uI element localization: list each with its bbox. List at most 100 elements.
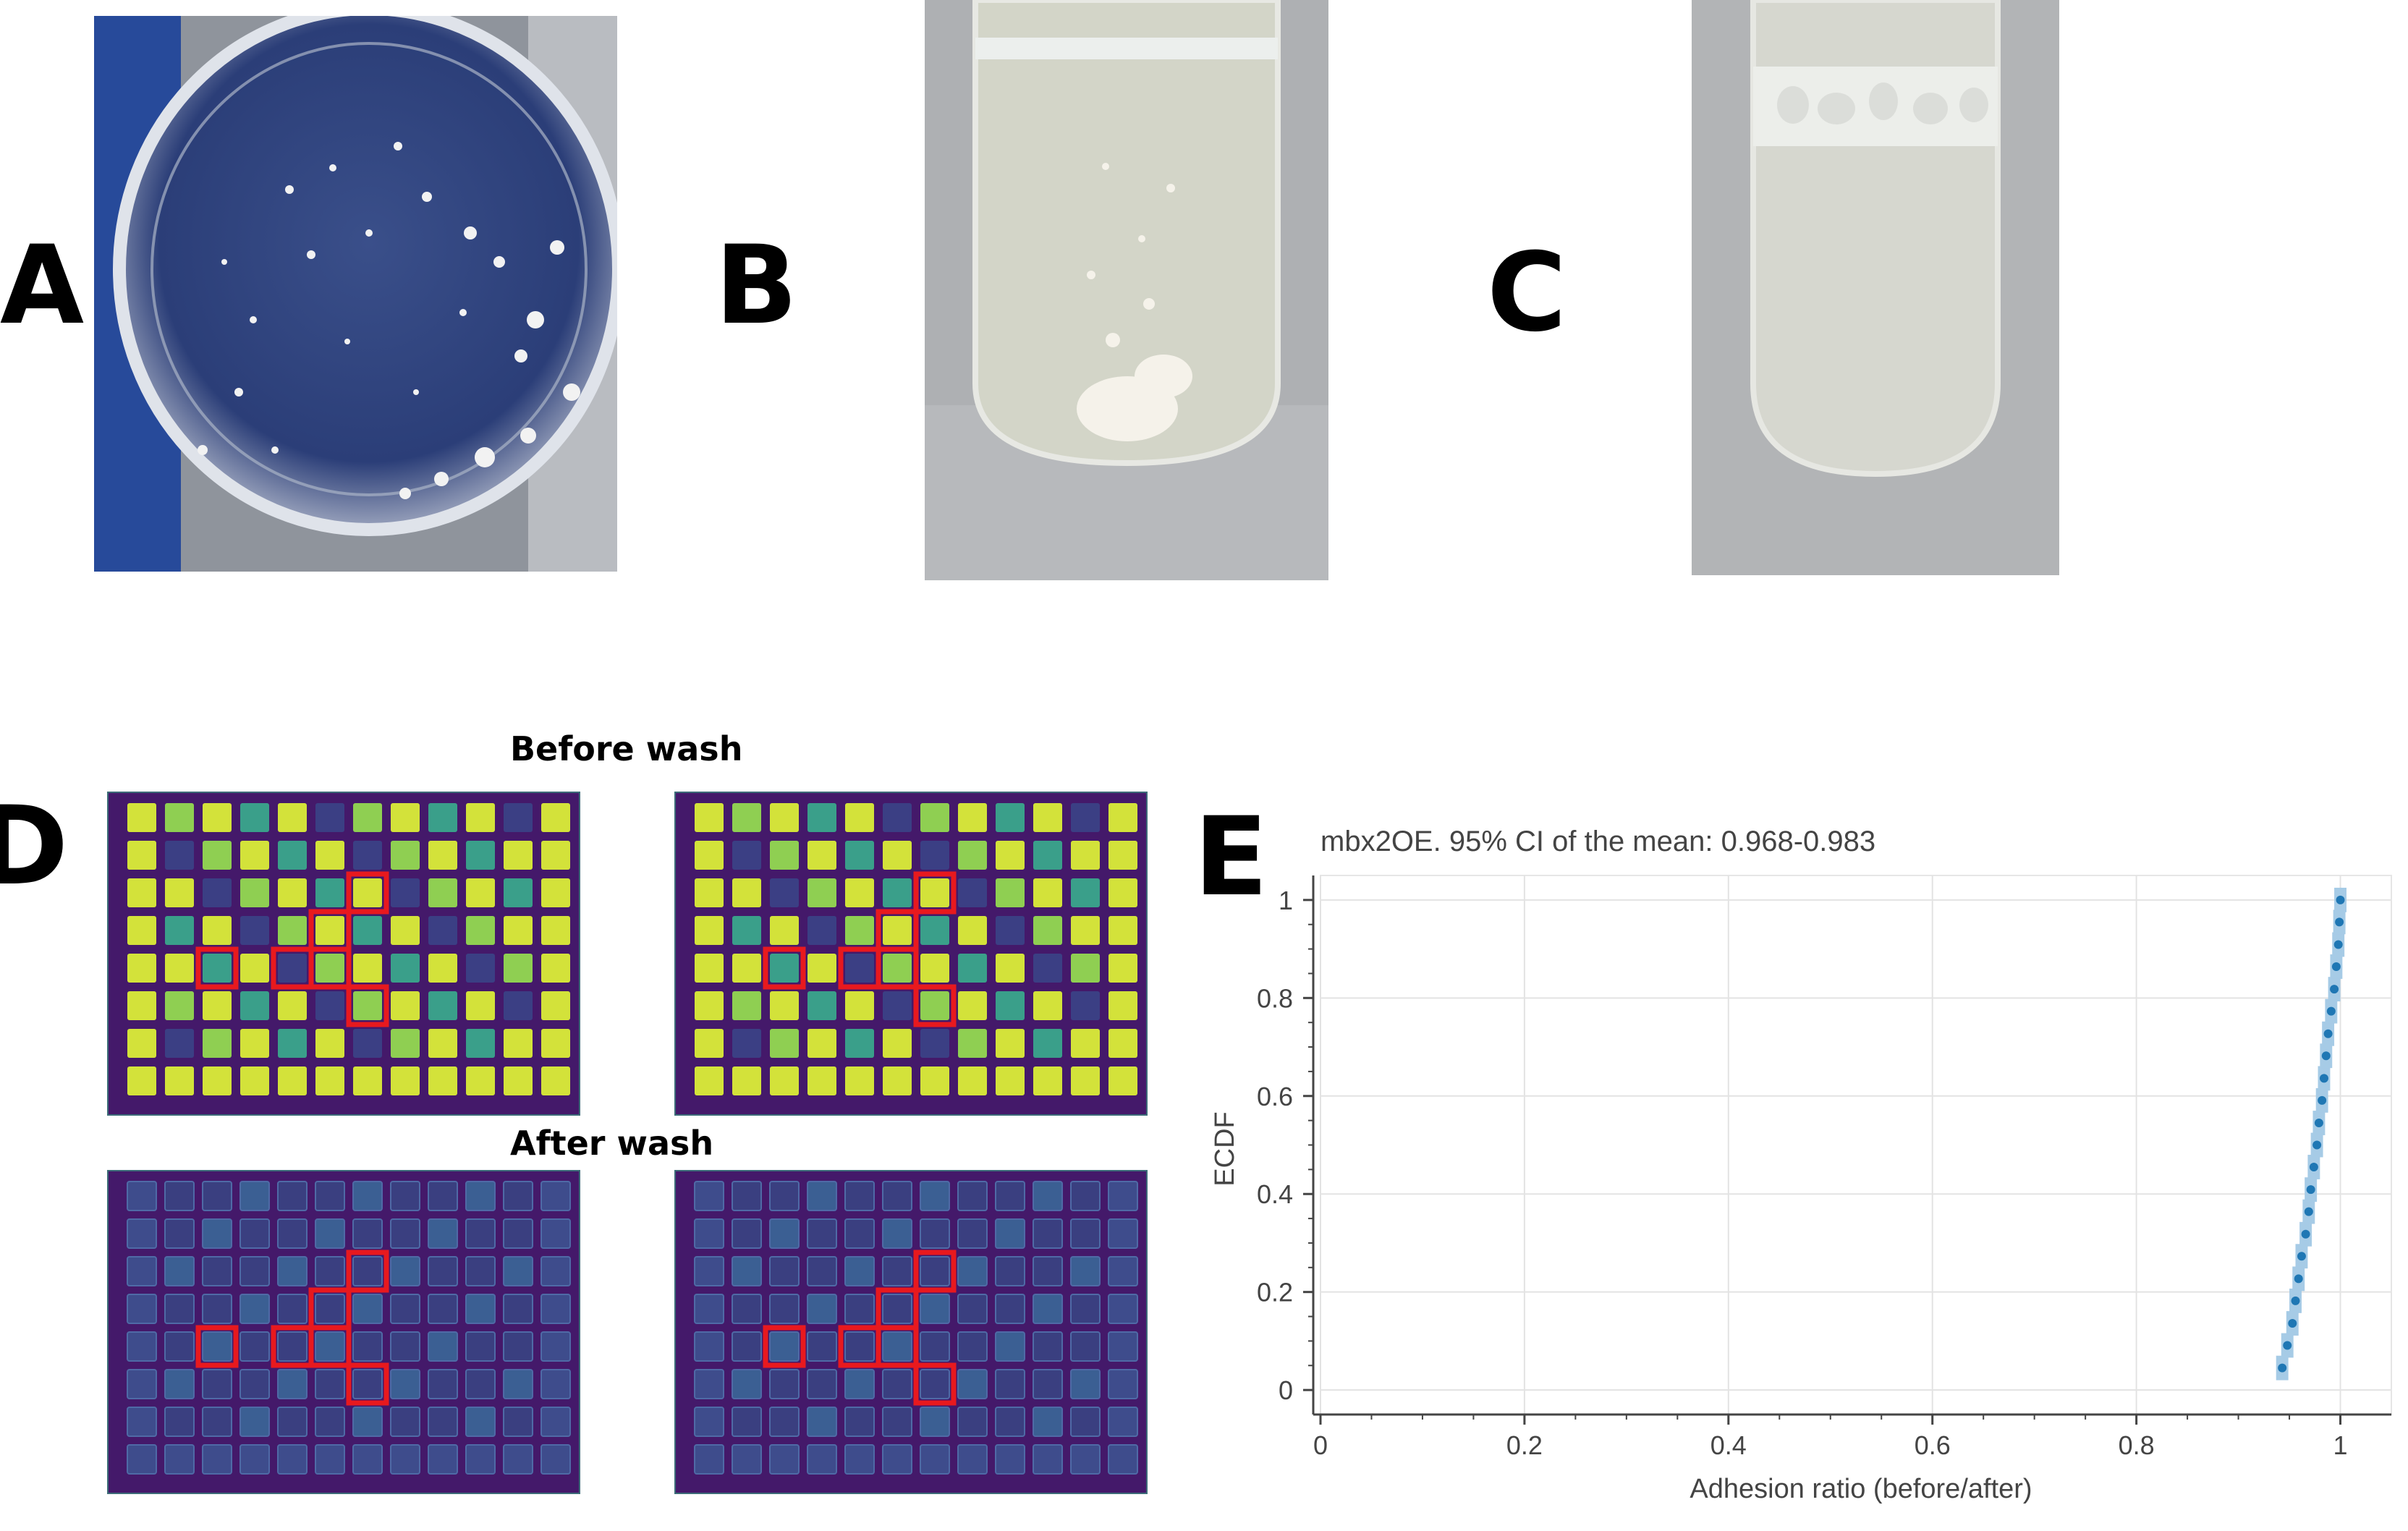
y-tick-label: 0.8	[1257, 983, 1293, 1013]
plate-well	[732, 841, 761, 870]
plate-well	[541, 991, 570, 1020]
plate-well	[465, 1256, 496, 1286]
plate-well	[769, 1181, 800, 1211]
plate-well	[240, 991, 269, 1020]
data-point	[2323, 1029, 2333, 1038]
ecdf-chart: mbx2OE. 95% CI of the mean: 0.968-0.983 …	[1210, 826, 2392, 1504]
plate-well	[920, 1218, 950, 1249]
plate-well	[315, 1181, 345, 1211]
plate-well	[920, 991, 949, 1020]
plate-well	[996, 878, 1025, 907]
plate-well	[1108, 1407, 1138, 1437]
plate-well	[1071, 841, 1100, 870]
plate-well	[127, 1066, 156, 1095]
plate-well	[995, 1256, 1025, 1286]
plate-well	[239, 1181, 270, 1211]
plate-well	[769, 1444, 800, 1475]
plate-well	[695, 916, 724, 945]
plate-well	[541, 954, 570, 983]
plate-well	[996, 1066, 1025, 1095]
plate-well	[353, 1066, 382, 1095]
plate-well	[1033, 841, 1062, 870]
plate-well	[882, 1256, 912, 1286]
plate-well	[958, 1066, 987, 1095]
plate-well	[278, 916, 307, 945]
plate-well	[995, 1294, 1025, 1324]
plate-well	[541, 916, 570, 945]
plate-well	[883, 841, 912, 870]
plate-well	[1108, 1256, 1138, 1286]
plate-well	[165, 878, 194, 907]
plate-well	[240, 1066, 269, 1095]
plate-well	[883, 991, 912, 1020]
plate-well	[203, 991, 232, 1020]
plate-well	[882, 1369, 912, 1399]
plate-well	[503, 1407, 533, 1437]
plate-well	[807, 1066, 836, 1095]
plate-well	[315, 1444, 345, 1475]
plate-well	[1108, 1181, 1138, 1211]
data-point	[2306, 1185, 2315, 1195]
plate-well	[127, 878, 156, 907]
plate-well	[428, 1407, 458, 1437]
plate-well	[694, 1218, 724, 1249]
plate-well	[504, 916, 533, 945]
plate-well	[164, 1294, 195, 1324]
plate-well	[315, 803, 344, 832]
plate-well	[353, 878, 382, 907]
plate-well	[390, 1369, 420, 1399]
plate-after-wash-left	[107, 1170, 580, 1494]
plate-well	[504, 1066, 533, 1095]
plate-well	[958, 991, 987, 1020]
plate-well	[844, 1218, 875, 1249]
after-wash-heading: After wash	[510, 1124, 714, 1163]
plate-well	[882, 1181, 912, 1211]
data-point	[2335, 917, 2344, 927]
plate-well	[957, 1369, 988, 1399]
plate-well	[732, 954, 761, 983]
plate-well	[504, 1029, 533, 1058]
plate-well	[1108, 803, 1137, 832]
plate-well	[315, 1218, 345, 1249]
plate-well	[694, 1256, 724, 1286]
plate-well	[844, 1181, 875, 1211]
plate-well	[920, 1029, 949, 1058]
plate-well	[995, 1331, 1025, 1362]
data-point	[2309, 1162, 2318, 1171]
plate-well	[127, 991, 156, 1020]
plate-well	[996, 954, 1025, 983]
plate-well	[1033, 1218, 1063, 1249]
plate-well	[465, 1444, 496, 1475]
plate-well	[920, 1369, 950, 1399]
highlighted-well-box	[913, 984, 957, 1027]
plate-well	[995, 1369, 1025, 1399]
plate-well	[540, 1218, 571, 1249]
data-point	[2294, 1274, 2303, 1284]
data-point	[2291, 1296, 2300, 1305]
y-tick-label: 0.2	[1257, 1278, 1293, 1307]
plate-well	[164, 1181, 195, 1211]
plate-well	[694, 1407, 724, 1437]
plate-well	[428, 1181, 458, 1211]
data-point	[2326, 1006, 2336, 1016]
plate-well	[1071, 878, 1100, 907]
plate-well	[503, 1331, 533, 1362]
plate-well	[390, 1218, 420, 1249]
plate-well	[466, 1029, 495, 1058]
highlighted-well-box	[346, 1250, 389, 1293]
data-points	[2278, 895, 2345, 1373]
plate-well	[695, 991, 724, 1020]
plate-well	[315, 1331, 345, 1362]
plate-well	[920, 841, 949, 870]
data-point	[2321, 1051, 2331, 1061]
plate-well	[1033, 1029, 1062, 1058]
plate-well	[315, 1294, 345, 1324]
plate-well	[127, 1218, 157, 1249]
plate-well	[390, 1407, 420, 1437]
plate-well	[278, 1029, 307, 1058]
highlighted-well-box	[308, 946, 352, 990]
plate-well	[694, 1181, 724, 1211]
plate-well	[353, 916, 382, 945]
plate-well	[694, 1294, 724, 1324]
plate-well	[466, 803, 495, 832]
